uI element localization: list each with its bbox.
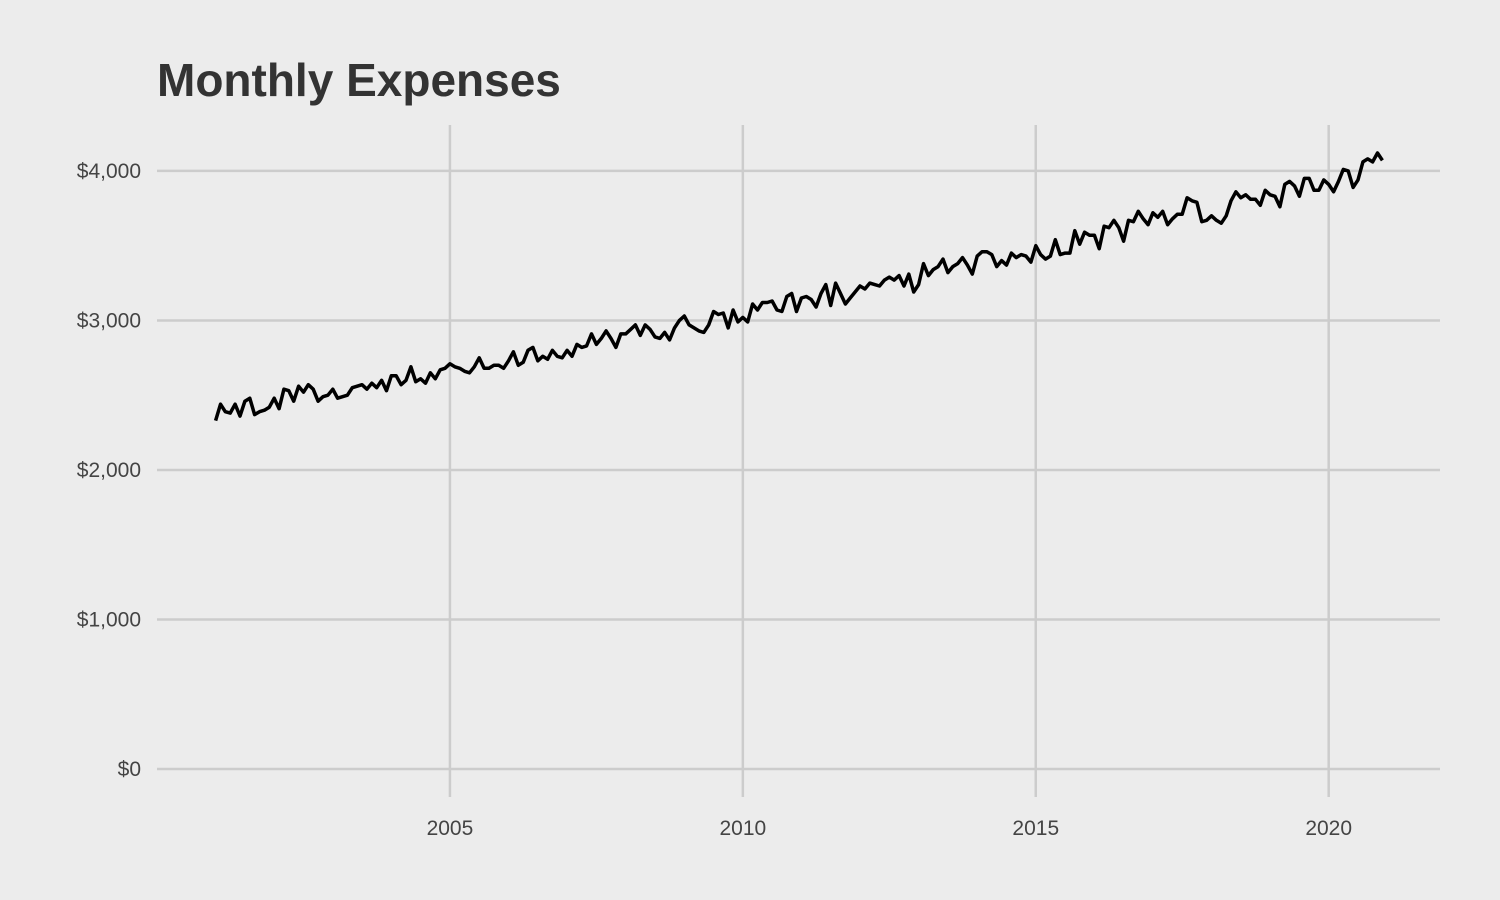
- y-axis-ticks: $0 $1,000 $2,000 $3,000 $4,000: [77, 160, 141, 781]
- series-line: [213, 151, 1384, 422]
- x-tick-label: 2015: [1012, 817, 1059, 840]
- y-tick-label: $3,000: [77, 309, 141, 332]
- x-tick-label: 2010: [719, 817, 766, 840]
- gridlines: [157, 125, 1440, 797]
- x-axis-ticks: 2005 2010 2015 2020: [427, 817, 1352, 840]
- y-tick-label: $0: [118, 758, 141, 781]
- x-tick-label: 2005: [427, 817, 474, 840]
- x-tick-label: 2020: [1305, 817, 1352, 840]
- y-tick-label: $2,000: [77, 459, 141, 482]
- y-tick-label: $4,000: [77, 160, 141, 183]
- chart-title: Monthly Expenses: [157, 54, 561, 106]
- y-tick-label: $1,000: [77, 609, 141, 632]
